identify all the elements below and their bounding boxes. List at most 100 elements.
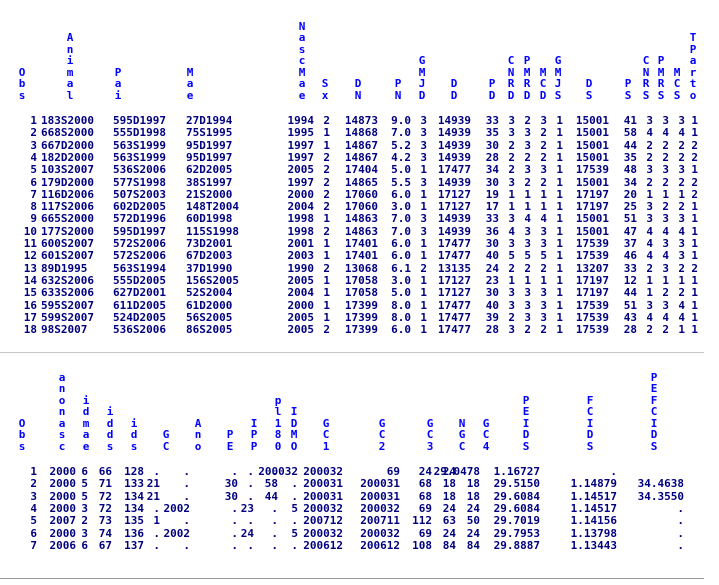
table-cell: 2 <box>508 138 515 152</box>
table-cell: 2004 <box>287 200 315 214</box>
window-bottom-border <box>0 578 704 579</box>
table-cell: 200032 <box>360 526 400 540</box>
table-cell: 6 <box>30 526 37 540</box>
table-cell: 2 <box>646 175 653 189</box>
table-cell: 1 <box>420 200 427 214</box>
table-cell: 1 <box>556 310 563 324</box>
table-cell: . <box>291 477 298 491</box>
table-cell: 62D2005 <box>186 163 233 177</box>
table-cell: 17477 <box>437 310 471 324</box>
table-cell: 2003 <box>287 249 315 263</box>
table-cell: 12 <box>23 249 37 263</box>
table-cell: 4 <box>662 224 669 238</box>
table-cell: 1.13798 <box>570 526 617 540</box>
table-cell: 2 <box>524 150 531 164</box>
table1-col-header-animal: A n i m a l <box>66 31 74 102</box>
table-cell: 2 <box>524 175 531 189</box>
table-cell: 182D2000 <box>41 150 94 164</box>
table-cell: 43 <box>623 310 637 324</box>
table-cell: 3 <box>524 310 531 324</box>
table-cell: 16 <box>23 298 37 312</box>
table-cell: 3 <box>540 286 547 300</box>
table-cell: 2002 <box>163 526 191 540</box>
table-cell: 3 <box>678 237 685 250</box>
table-cell: 3 <box>420 212 427 226</box>
table-cell: 10 <box>23 224 37 238</box>
table-cell: 30 <box>485 286 499 300</box>
table-cell: 17539 <box>575 163 609 177</box>
table-cell: 1 <box>691 323 698 337</box>
table-cell: 30 <box>224 477 238 491</box>
table-cell: 1 <box>678 187 685 201</box>
table2-col-header-pe: P E <box>226 428 234 453</box>
table-cell: 4 <box>30 150 37 164</box>
table-cell: 5 <box>30 514 37 528</box>
table-cell: 50 <box>466 514 480 528</box>
table-row: 7 2006 6 67 137...... 200612 200612 108 84 84 29.8… <box>0 539 719 552</box>
table-cell: 1 <box>556 114 563 127</box>
table-row: 1 2000 6 66 128..... 200032 200032 69 24 24 29.047… <box>0 465 719 478</box>
table-cell: 1 <box>420 163 427 177</box>
table-cell: 602D2005 <box>113 200 166 214</box>
table-cell: 1994 <box>287 114 315 127</box>
table-cell: 69 <box>386 465 400 478</box>
table-cell: 39 <box>485 310 499 324</box>
table-cell: 72 <box>98 489 112 503</box>
table-cell: 14939 <box>437 126 471 140</box>
table-cell: 18 <box>442 477 456 491</box>
table-cell: 3 <box>508 114 515 127</box>
table-cell: 2000 <box>49 465 77 478</box>
table-cell: 1 <box>556 249 563 263</box>
table-cell: . <box>183 514 190 528</box>
table-cell: 3 <box>540 114 547 127</box>
table-cell: 137 <box>124 538 144 552</box>
table-cell: 3 <box>540 310 547 324</box>
table-cell: 18 <box>442 489 456 503</box>
table-cell: . <box>247 489 254 503</box>
table-cell: 2 <box>646 138 653 152</box>
table-cell: 3 <box>508 126 515 140</box>
table-cell: 200031 <box>303 489 343 503</box>
table-cell: 1 <box>323 126 330 140</box>
table-cell: 17539 <box>575 323 609 337</box>
table-cell: 1 <box>662 273 669 287</box>
table-cell: 2 <box>662 323 669 337</box>
table1-col-header-sx: S x <box>321 77 329 102</box>
table-cell: 1998 <box>287 212 315 226</box>
table-cell: 1.14517 <box>570 501 617 515</box>
table-cell: . <box>271 501 278 515</box>
table-row: 7 116D2006 507S2003 21S2000 2000 2 17060 6.0 1 17… <box>0 188 719 201</box>
table-cell: 7.0 <box>391 212 411 226</box>
table-cell: 2 <box>30 126 37 140</box>
table-cell: 28 <box>485 323 499 337</box>
table-cell: 40 <box>485 249 499 263</box>
table-cell: 38S1997 <box>186 175 233 189</box>
table-cell: 17477 <box>437 323 471 337</box>
table-cell: 60D1998 <box>186 212 233 226</box>
table-cell: 3 <box>508 237 515 250</box>
table-cell: 1 <box>420 237 427 250</box>
table-row: 4 2000 3 72 134. 2002. 23. 5 200032 200032 69 24 24 2… <box>0 502 719 515</box>
table-row: 3 2000 5 72 134 21. 30. 44. 200031 200031 68 18 18 29… <box>0 490 719 503</box>
table-cell: 37D1990 <box>186 261 233 275</box>
table-cell: 17127 <box>437 187 471 201</box>
table-cell: 29.6084 <box>493 501 540 515</box>
table1-col-header-pmrs: P M R S <box>657 54 665 102</box>
table-cell: 601S2007 <box>41 249 94 263</box>
table-cell: 135 <box>124 514 144 528</box>
table-cell: 115S1998 <box>186 224 239 238</box>
table-cell: 17197 <box>575 286 609 300</box>
table-cell: 595S2007 <box>41 298 94 312</box>
table-cell: 5 <box>540 249 547 263</box>
table-cell: 17539 <box>575 310 609 324</box>
table-cell: 4 <box>678 298 685 312</box>
table-cell: 3 <box>508 175 515 189</box>
table-cell: 3 <box>420 138 427 152</box>
table-row: 5 103S2007 536S2006 62D2005 2005 2 17404 5.0 1 17… <box>0 163 719 176</box>
table-cell: 2002 <box>163 501 191 515</box>
table1-col-header-tparto: T P a r t o <box>689 31 697 102</box>
table-cell: 33 <box>485 114 499 127</box>
table-row: 2 668S2000 555D1998 75S1995 1995 1 14868 7.0 3 14… <box>0 126 719 139</box>
table-cell: 1 <box>524 187 531 201</box>
table1-col-header-pai: P a i <box>114 65 122 102</box>
